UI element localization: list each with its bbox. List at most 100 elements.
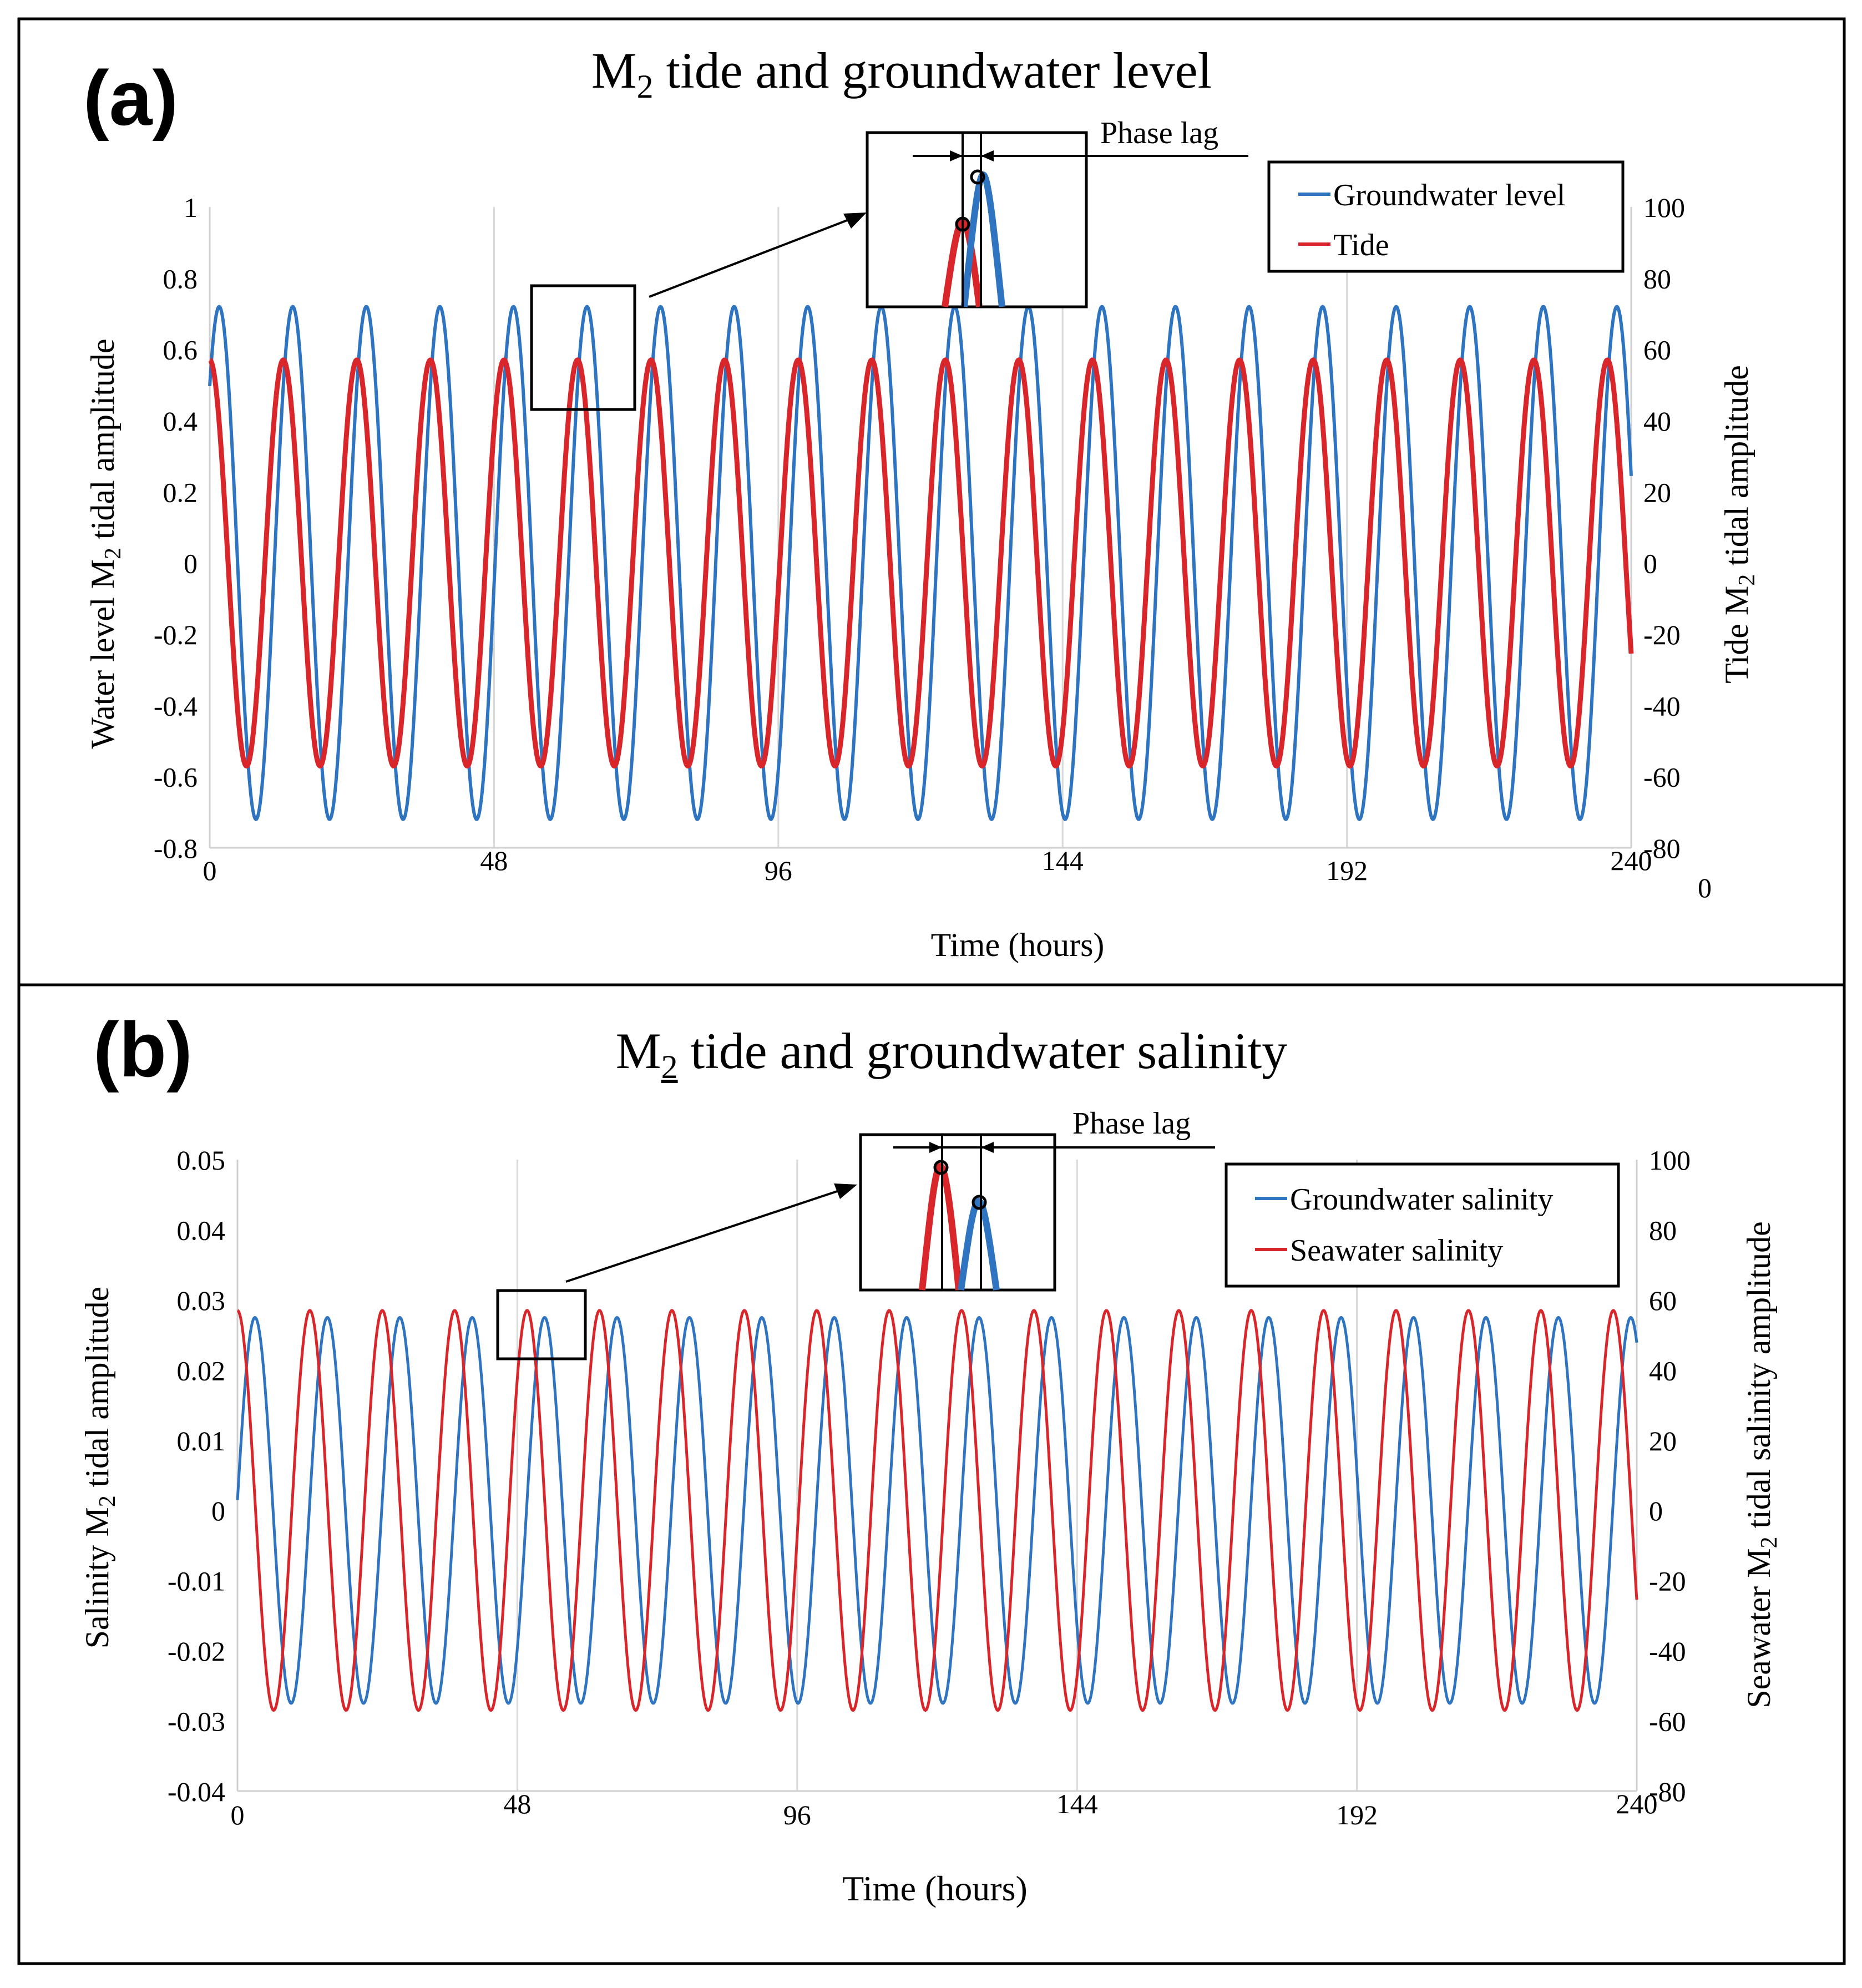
panel-b-ylabel-right: Seawater M2 tidal salinity amplitude: [1740, 1221, 1782, 1708]
panel-b-ytick-right-2: -40: [1649, 1636, 1686, 1667]
panel-a-inset: Phase lag: [866, 116, 1248, 308]
panel-b-axes: 0 48 96 144 192 240 -0.04 -0.03 -0.02 -0.01 0 0.01 0…: [168, 1145, 1691, 1830]
panel-a-legend: Groundwater level Tide: [1267, 160, 1625, 273]
panel-a-zoom-arrow: [649, 218, 851, 298]
panel-b-phase-lag-arrow-left: [929, 1142, 942, 1153]
panel-b-ytick-left-0: -0.04: [168, 1776, 225, 1807]
panel-b: (b) M2 tide and groundwater salinity 0 48…: [79, 1006, 1782, 1908]
panel-b-xtick-label-0: 0: [231, 1799, 245, 1830]
panel-b-inset-groundwater-peak: [958, 1197, 1000, 1291]
panel-a-xtick-label-1: 48: [480, 845, 508, 876]
panel-b-ytick-left-1: -0.03: [168, 1706, 225, 1737]
panel-b-ytick-right-8: 80: [1649, 1215, 1677, 1246]
panel-b-inset-peak-marker-seawater: [933, 1160, 949, 1175]
panel-b-xtick-label-5: 240: [1616, 1788, 1658, 1819]
panel-b-xlabel: Time (hours): [842, 1869, 1028, 1908]
panel-a-xtick-label-2: 96: [765, 855, 792, 886]
panel-a-ytick-right-0: -80: [1643, 833, 1681, 864]
panel-b-ytick-left-7: 0.03: [177, 1285, 226, 1316]
panel-a-ytick-left-3: -0.2: [154, 619, 198, 650]
panel-a-xtick-label-0: 0: [203, 855, 217, 886]
panel-a: (a) M2 tide and groundwater level 0 48 96 1…: [83, 42, 1760, 963]
panel-a-inset-peak-marker-gw: [970, 169, 985, 185]
panel-b-legend: Groundwater salinity Seawater salinity: [1225, 1162, 1620, 1288]
panel-b-series: [236, 1309, 1638, 1712]
panel-a-ytick-right-2: -40: [1643, 690, 1681, 721]
panel-b-inset-peak-marker-gw: [972, 1195, 987, 1210]
panel-a-ytick-left-4: 0: [184, 548, 198, 579]
panel-a-phase-lag-arrow-left: [950, 150, 963, 161]
panel-b-ytick-right-0: -80: [1649, 1776, 1686, 1807]
panel-b-xtick-label-3: 144: [1056, 1788, 1098, 1819]
panel-a-ytick-left-5: 0.2: [163, 477, 198, 508]
panel-a-ytick-right-3: -20: [1643, 619, 1681, 650]
panel-a-ytick-left-1: -0.6: [154, 762, 198, 793]
panel-b-ytick-left-4: 0: [211, 1495, 225, 1526]
panel-a-xtick-label-4: 192: [1326, 855, 1368, 886]
panel-a-ytick-left-0: -0.8: [154, 833, 198, 864]
panel-a-ytick-right-5: 20: [1643, 477, 1671, 508]
panel-b-xtick-label-2: 96: [783, 1799, 811, 1830]
panel-a-ytick-right-1: -60: [1643, 762, 1681, 793]
outer-frame: [17, 17, 1846, 1965]
panel-b-ytick-left-9: 0.05: [177, 1145, 226, 1176]
panel-b-ytick-right-7: 60: [1649, 1285, 1677, 1316]
panel-b-ytick-right-1: -60: [1649, 1706, 1686, 1737]
panel-a-legend-label-tide: Tide: [1333, 228, 1389, 262]
panel-a-ytick-right-9: 100: [1643, 192, 1685, 223]
panel-b-phase-lag-arrow-right: [981, 1142, 994, 1153]
panel-b-phase-lag-label: Phase lag: [1072, 1106, 1191, 1141]
panel-a-ylabel-right: Tide M2 tidal amplitude: [1718, 365, 1760, 684]
panel-a-xtick-label-3: 144: [1042, 845, 1084, 876]
panel-b-zoom-arrow: [565, 1189, 841, 1283]
panel-b-zoom-box: [496, 1289, 587, 1360]
panel-b-ytick-left-8: 0.04: [177, 1215, 226, 1246]
panel-b-ytick-right-4: 0: [1649, 1495, 1663, 1526]
panel-b-ytick-left-2: -0.02: [168, 1636, 225, 1667]
panel-a-xlabel: Time (hours): [931, 927, 1105, 963]
panel-b-legend-label-groundwater: Groundwater salinity: [1290, 1182, 1553, 1217]
panel-a-ytick-left-7: 0.6: [163, 335, 198, 366]
panel-a-phase-lag-label: Phase lag: [1100, 116, 1218, 150]
panel-b-xtick-label-4: 192: [1336, 1799, 1378, 1830]
panel-a-ytick-left-6: 0.4: [163, 406, 198, 437]
panel-a-ytick-left-2: -0.4: [154, 690, 198, 721]
panel-a-legend-label-groundwater: Groundwater level: [1333, 178, 1565, 213]
panel-a-zoom-arrowhead: [843, 213, 867, 229]
panel-b-ylabel-left: Salinity M2 tidal amplitude: [79, 1287, 120, 1649]
panel-a-ytick-left-9: 1: [184, 192, 198, 223]
panel-b-inset: Phase lag: [859, 1106, 1215, 1292]
panel-a-title: M2 tide and groundwater level: [591, 42, 1212, 105]
panel-a-axes: 0 48 96 144 192 240 -0.8 -0.6 -0.4 -0.2 0 0.2 0.4 0.6…: [154, 192, 1685, 886]
panel-a-series-tide: [208, 357, 1634, 769]
panel-b-legend-label-seawater: Seawater salinity: [1290, 1233, 1503, 1268]
panel-b-xtick-label-1: 48: [503, 1788, 531, 1819]
panel-a-label: (a): [83, 54, 178, 141]
panel-a-xtick-label-5: 240: [1611, 845, 1652, 876]
panel-b-title: M2 tide and groundwater salinity: [616, 1023, 1287, 1085]
panel-b-series-seawater-salinity: [236, 1309, 1638, 1712]
panel-a-ytick-right-6: 40: [1643, 406, 1671, 437]
panel-a-legend-frame: [1267, 160, 1625, 273]
panel-a-series-groundwater-level: [208, 305, 1633, 822]
panel-b-label: (b): [93, 1006, 193, 1093]
panel-a-inset-peak-marker-tide: [955, 216, 970, 232]
panel-a-extra-right-tick: 0: [1698, 872, 1712, 903]
panel-b-zoom-arrowhead: [834, 1183, 857, 1199]
panel-b-ytick-left-5: 0.01: [177, 1425, 226, 1456]
panel-a-ytick-right-8: 80: [1643, 263, 1671, 294]
panel-a-zoom-box: [530, 284, 636, 411]
panel-a-ytick-left-8: 0.8: [163, 263, 198, 294]
panel-b-ytick-left-3: -0.01: [168, 1566, 225, 1597]
panel-a-series: [208, 305, 1634, 822]
panel-a-ytick-right-4: 0: [1643, 548, 1657, 579]
panel-b-ytick-right-5: 20: [1649, 1425, 1677, 1456]
panel-b-ytick-right-6: 40: [1649, 1355, 1677, 1386]
panel-b-ytick-right-3: -20: [1649, 1566, 1686, 1597]
panel-b-ytick-left-6: 0.02: [177, 1355, 226, 1386]
panel-b-ytick-right-9: 100: [1649, 1145, 1691, 1176]
panel-a-ylabel-left: Water level M2 tidal amplitude: [84, 338, 126, 748]
panel-a-phase-lag-arrow-right: [981, 150, 994, 161]
panel-b-legend-frame: [1225, 1162, 1620, 1288]
